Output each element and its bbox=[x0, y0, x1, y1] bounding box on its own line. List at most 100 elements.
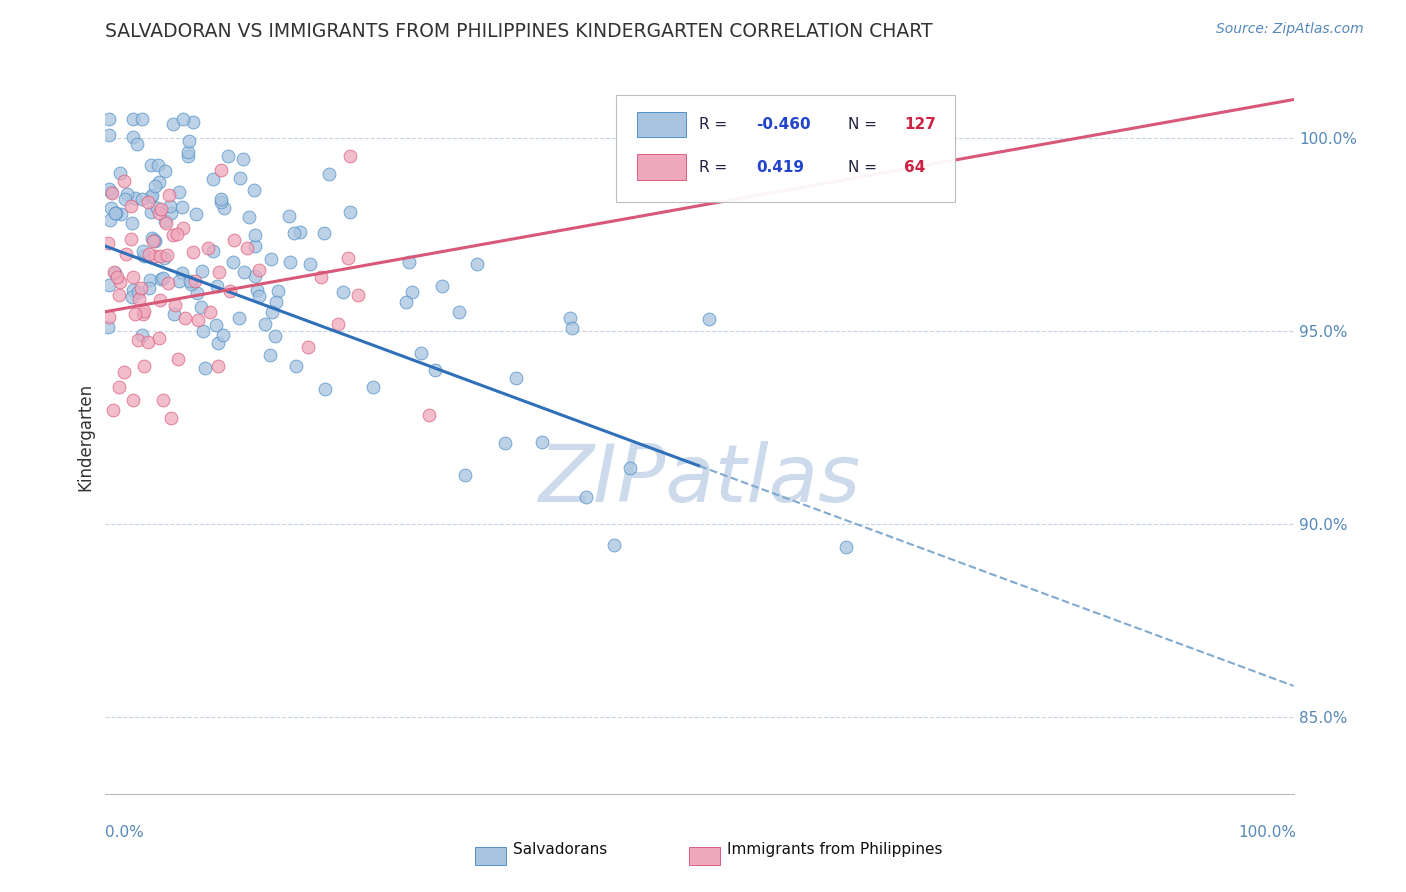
Text: SALVADORAN VS IMMIGRANTS FROM PHILIPPINES KINDERGARTEN CORRELATION CHART: SALVADORAN VS IMMIGRANTS FROM PHILIPPINE… bbox=[105, 22, 934, 41]
Text: 127: 127 bbox=[904, 117, 936, 132]
Point bbox=[339, 204, 361, 219]
Point bbox=[259, 348, 281, 362]
Point bbox=[170, 266, 193, 280]
Point bbox=[131, 244, 153, 259]
Point bbox=[160, 411, 183, 425]
Point bbox=[834, 540, 856, 554]
Point bbox=[162, 227, 184, 242]
Point bbox=[104, 206, 127, 220]
Point bbox=[181, 245, 204, 260]
Point bbox=[155, 216, 177, 230]
Point bbox=[395, 295, 418, 310]
Point bbox=[136, 334, 159, 349]
Point bbox=[166, 227, 188, 242]
Point bbox=[243, 239, 266, 253]
Point bbox=[122, 283, 145, 297]
Point bbox=[260, 252, 283, 267]
Point bbox=[238, 210, 260, 224]
Point bbox=[260, 305, 283, 319]
Point bbox=[121, 112, 143, 126]
Point bbox=[232, 153, 254, 167]
Point bbox=[247, 263, 270, 277]
Point bbox=[142, 233, 165, 247]
Point bbox=[228, 171, 250, 186]
Point bbox=[97, 236, 120, 251]
Point bbox=[184, 207, 207, 221]
Point bbox=[326, 318, 349, 332]
Point bbox=[108, 166, 131, 180]
Point bbox=[283, 227, 305, 241]
Point bbox=[209, 194, 232, 209]
Point bbox=[143, 179, 166, 194]
Text: 0.0%: 0.0% bbox=[105, 825, 145, 840]
Point bbox=[219, 284, 242, 298]
Point bbox=[160, 206, 183, 220]
Point bbox=[574, 490, 596, 504]
Point bbox=[202, 172, 225, 186]
Point bbox=[339, 148, 361, 162]
Point bbox=[112, 365, 135, 379]
Point bbox=[172, 112, 194, 126]
Point bbox=[336, 251, 359, 265]
Point bbox=[208, 265, 231, 279]
Point bbox=[246, 283, 269, 297]
Point bbox=[108, 380, 131, 394]
Point bbox=[153, 214, 176, 228]
Point bbox=[131, 328, 153, 343]
Point bbox=[190, 301, 212, 315]
Point bbox=[177, 134, 200, 148]
Point bbox=[110, 275, 132, 289]
Point bbox=[278, 254, 301, 268]
Point bbox=[194, 360, 217, 375]
Point bbox=[179, 274, 201, 288]
Point bbox=[157, 188, 180, 202]
Point bbox=[139, 205, 162, 219]
Point bbox=[139, 158, 162, 172]
Point bbox=[430, 279, 453, 293]
Point bbox=[143, 249, 166, 263]
Point bbox=[138, 281, 160, 295]
Point bbox=[152, 393, 174, 408]
Point bbox=[120, 199, 142, 213]
Point bbox=[205, 278, 228, 293]
Point bbox=[423, 362, 446, 376]
Text: N =: N = bbox=[848, 160, 882, 175]
Point bbox=[124, 191, 146, 205]
Point bbox=[202, 244, 225, 258]
Text: -0.460: -0.460 bbox=[756, 117, 811, 132]
Point bbox=[97, 320, 120, 334]
Point bbox=[177, 149, 200, 163]
Point bbox=[560, 310, 582, 325]
Point bbox=[100, 201, 122, 215]
Point bbox=[228, 311, 250, 326]
Point bbox=[148, 158, 170, 172]
Point bbox=[149, 293, 172, 307]
Point bbox=[530, 435, 553, 450]
Point bbox=[465, 257, 488, 271]
Text: 64: 64 bbox=[904, 160, 925, 175]
Text: ZIPatlas: ZIPatlas bbox=[538, 441, 860, 519]
Point bbox=[98, 310, 121, 324]
Point bbox=[297, 340, 319, 354]
Point bbox=[561, 321, 583, 335]
Point bbox=[101, 402, 124, 417]
Point bbox=[205, 318, 228, 332]
Point bbox=[209, 192, 232, 206]
Point bbox=[264, 329, 287, 343]
Point bbox=[187, 312, 209, 326]
Point bbox=[697, 312, 720, 326]
Point bbox=[247, 289, 270, 303]
Point bbox=[264, 294, 287, 309]
Point bbox=[162, 117, 184, 131]
Point bbox=[243, 228, 266, 243]
Point bbox=[120, 232, 142, 246]
Point bbox=[127, 333, 149, 347]
Point bbox=[212, 201, 235, 215]
Point bbox=[207, 359, 229, 373]
Point bbox=[100, 185, 122, 199]
Point bbox=[97, 112, 120, 126]
Point bbox=[128, 292, 150, 306]
Point bbox=[97, 277, 120, 292]
Point bbox=[312, 226, 335, 240]
Point bbox=[186, 285, 208, 300]
